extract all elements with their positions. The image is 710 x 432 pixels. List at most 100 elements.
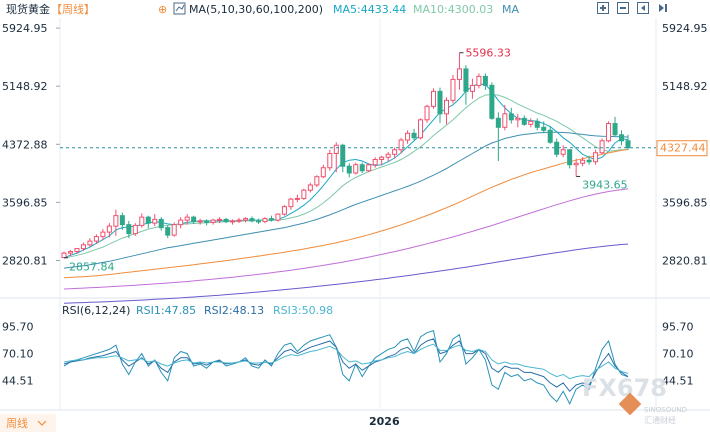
candle [223, 217, 229, 224]
candle [184, 214, 190, 225]
rsi3-value: RSI3:50.98 [273, 304, 333, 317]
candle-body [619, 134, 625, 142]
candle-body [249, 218, 255, 222]
candle-body [586, 159, 592, 163]
candle-body [482, 75, 488, 86]
zoom-out-icon[interactable] [617, 2, 629, 14]
candle-body [210, 219, 216, 223]
candle-body [372, 158, 378, 166]
candle [599, 138, 605, 155]
rsi-axis: 95.70 95.70 70.10 70.10 44.51 44.51 [2, 321, 694, 388]
candle [482, 73, 488, 90]
zoom-in-icon[interactable] [597, 2, 609, 14]
candle [437, 87, 443, 123]
start-low-label: 2857.84 [69, 261, 115, 274]
ma-label: MA(5,10,30,60,100,200) [189, 3, 323, 16]
candle-body [593, 152, 599, 163]
candle [353, 162, 359, 175]
low-label: 3943.65 [582, 178, 628, 191]
candle-body [268, 218, 274, 221]
candle-body [398, 139, 404, 151]
candle [113, 209, 119, 236]
price-tick-right: 5148.92 [662, 80, 708, 93]
candle-body [255, 220, 261, 223]
candle-body [431, 90, 437, 107]
candle [586, 155, 592, 165]
scroll-to-end-icon[interactable] [657, 2, 669, 14]
candle-body [554, 141, 560, 155]
candle [476, 73, 482, 89]
candle [145, 215, 151, 229]
rsi-tick-right: 44.51 [662, 374, 694, 387]
last-price-label: 4327.44 [660, 142, 706, 155]
ma10-value: MA10:4300.03 [413, 3, 493, 16]
candle-body [191, 216, 197, 223]
scroll-left-icon[interactable] [637, 2, 649, 14]
indicator-icon[interactable] [173, 2, 186, 15]
candle-body [340, 144, 346, 167]
candle-body [217, 218, 223, 221]
candle-body [204, 220, 210, 223]
candle-body [573, 162, 579, 166]
candle [262, 217, 268, 224]
last-price-box [656, 140, 708, 157]
candle-body [599, 140, 605, 154]
ma-line-ma100 [63, 188, 629, 290]
rsi-label: RSI(6,12,24) [62, 304, 130, 317]
candle [67, 250, 73, 257]
candle-body [67, 251, 73, 254]
settings-icon[interactable]: ⊕ [158, 3, 167, 16]
candle-body [165, 227, 171, 236]
candle [314, 175, 320, 188]
candle [236, 217, 242, 224]
candle-body [353, 164, 359, 174]
rsi-tick-right: 95.70 [662, 321, 694, 334]
candle-body [132, 224, 138, 235]
candle [398, 137, 404, 154]
candle-body [74, 248, 80, 253]
period-button[interactable]: 周线 [0, 414, 56, 432]
candle-body [262, 218, 268, 223]
candle [489, 82, 495, 120]
price-tick-left: 5148.92 [2, 80, 48, 93]
candle-body [145, 216, 151, 224]
candle [204, 219, 210, 226]
moving-averages [63, 83, 629, 304]
candle-body [119, 215, 125, 226]
ma-more: MA [502, 3, 519, 16]
candle-body [320, 167, 326, 178]
candle [508, 107, 514, 124]
chart-title: 现货黄金 [6, 2, 50, 16]
candle [411, 128, 417, 141]
candle-body [534, 120, 540, 128]
candle [612, 116, 618, 137]
candle-body [528, 120, 534, 125]
candle-body [508, 113, 514, 121]
candle-body [113, 215, 119, 227]
price-tick-left: 5924.95 [2, 22, 48, 35]
candle-body [126, 224, 132, 235]
candle-body [100, 231, 106, 238]
candle [288, 197, 294, 210]
candle-body [450, 78, 456, 101]
candle-body [93, 236, 99, 242]
candle-body [307, 184, 313, 191]
rsi-tick-right: 70.10 [662, 347, 694, 360]
candle-body [152, 218, 158, 224]
candle [197, 218, 203, 225]
candle [230, 219, 236, 225]
candle [424, 104, 430, 123]
period-button-label[interactable]: 周线 [6, 416, 28, 430]
candle-body [359, 164, 365, 172]
candle-body [106, 225, 112, 233]
candle [560, 145, 566, 158]
candle-body [327, 153, 333, 169]
candle [275, 213, 281, 222]
candle-body [61, 252, 67, 259]
rsi-line-rsi3 [63, 343, 629, 380]
price-tick-right: 2820.81 [662, 255, 708, 268]
period-label[interactable]: 【周线】 [51, 2, 95, 16]
candle [165, 225, 171, 239]
candle [268, 215, 274, 222]
